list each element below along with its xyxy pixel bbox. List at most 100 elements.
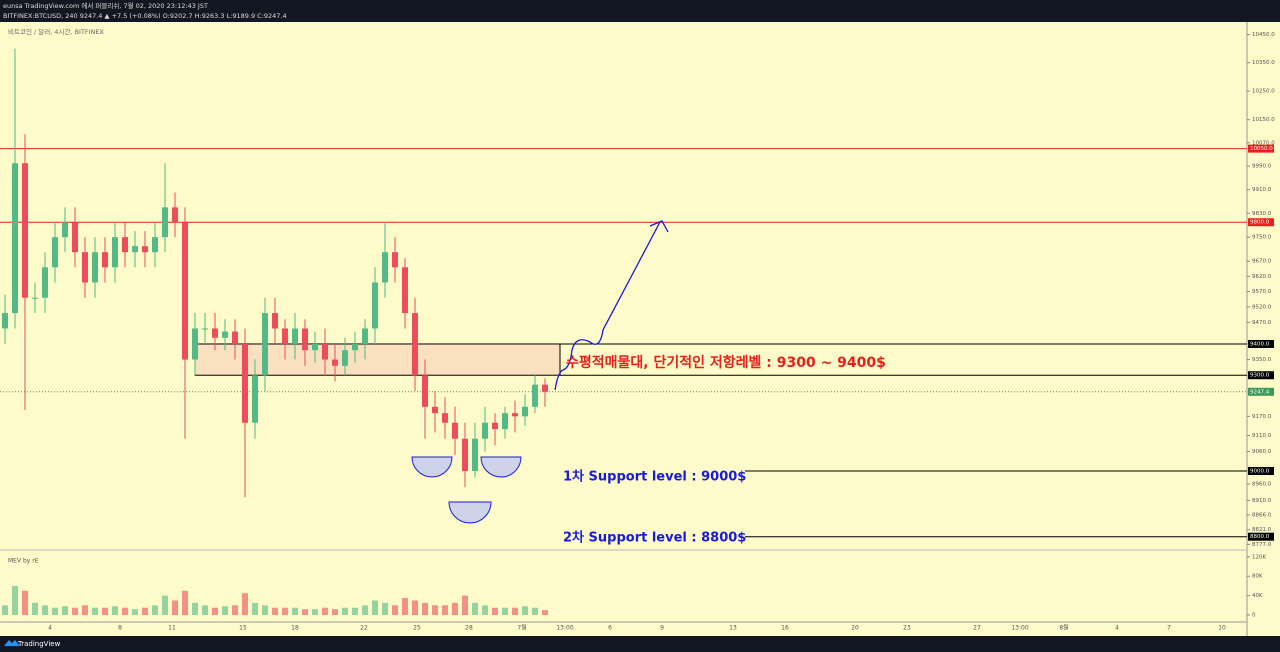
- candle-body: [262, 313, 268, 376]
- y-tick-label: 8960.0: [1252, 482, 1272, 488]
- volume-tick-label: 120K: [1252, 554, 1266, 560]
- last-price-tag: [1248, 387, 1274, 396]
- candle-body: [112, 237, 118, 268]
- x-tick-label: 15: [239, 625, 247, 632]
- candle-body: [512, 413, 518, 417]
- volume-bar: [192, 602, 198, 615]
- volume-bar: [402, 598, 408, 615]
- candle-body: [442, 413, 448, 423]
- y-tick-label: 9620.0: [1252, 274, 1272, 280]
- volume-bar: [22, 590, 28, 615]
- volume-bar: [162, 595, 168, 615]
- candle-body: [492, 422, 498, 430]
- x-tick-label: 28: [465, 625, 473, 632]
- volume-bar: [32, 602, 38, 615]
- volume-bar: [472, 602, 478, 615]
- level-tag-label: 8800.0: [1250, 534, 1270, 540]
- candle-body: [72, 222, 78, 253]
- candle-body: [382, 252, 388, 283]
- candle-body: [162, 207, 168, 238]
- volume-bar: [282, 607, 288, 615]
- shoulder-arc: [411, 456, 453, 478]
- volume-bar: [352, 607, 358, 615]
- y-tick-label: 10150.0: [1252, 117, 1275, 123]
- volume-bar: [272, 607, 278, 615]
- y-tick-label: 10250.0: [1252, 89, 1275, 95]
- level-tag: [1248, 467, 1274, 476]
- candle-body: [252, 375, 258, 423]
- logo: [4, 640, 20, 646]
- volume-bar: [202, 605, 208, 615]
- y-tick-label: 9470.0: [1252, 320, 1272, 326]
- volume-bar: [312, 609, 318, 615]
- volume-bar: [482, 605, 488, 615]
- candle-body: [222, 331, 228, 338]
- candle-body: [362, 328, 368, 344]
- x-tick-label: 4: [1115, 625, 1119, 632]
- volume-title: MEV by rE: [8, 558, 39, 565]
- candle-body: [52, 237, 58, 268]
- y-tick-label: 8821.0: [1252, 527, 1272, 533]
- shoulder-arc: [480, 456, 522, 478]
- candle-body: [232, 331, 238, 344]
- candle-body: [282, 328, 288, 344]
- candle-body: [192, 328, 198, 360]
- candle-body: [372, 282, 378, 329]
- candle-body: [412, 313, 418, 376]
- level-tag-label: 9400.0: [1250, 341, 1270, 347]
- x-tick-label: 11: [168, 625, 176, 632]
- volume-bar: [432, 605, 438, 615]
- candle-body: [62, 222, 68, 238]
- candle-body: [42, 267, 48, 298]
- y-tick-label: 8866.0: [1252, 512, 1272, 518]
- candle-body: [392, 252, 398, 268]
- y-tick-label: 9350.0: [1252, 357, 1272, 363]
- volume-bar: [122, 607, 128, 615]
- candle-body: [542, 384, 548, 392]
- candle-body: [432, 406, 438, 414]
- x-tick-label: 6: [608, 625, 612, 632]
- x-tick-label: 7: [1167, 625, 1171, 632]
- candle-body: [142, 246, 148, 253]
- y-tick-label: 9750.0: [1252, 235, 1272, 241]
- candle-body: [32, 297, 38, 299]
- volume-bar: [152, 605, 158, 615]
- volume-tick-label: 0: [1252, 613, 1256, 619]
- volume-bar: [382, 602, 388, 615]
- symbol-title: 비트코인 / 달러, 4시간, BITFINEX: [8, 27, 105, 36]
- candle-body: [92, 252, 98, 283]
- candle-body: [452, 422, 458, 439]
- volume-bar: [332, 609, 338, 615]
- volume-bar: [372, 600, 378, 615]
- candle-body: [352, 343, 358, 351]
- volume-bar: [92, 607, 98, 615]
- candle-body: [212, 328, 218, 338]
- volume-bar: [102, 607, 108, 615]
- volume-bar: [542, 610, 548, 615]
- volume-bar: [392, 605, 398, 615]
- volume-bar: [292, 607, 298, 615]
- volume-bar: [522, 606, 528, 615]
- candle-body: [2, 313, 8, 329]
- header-line: eunsa TradingView.com 에서 퍼블리쉬, 7월 02, 20…: [3, 1, 208, 10]
- candle-body: [182, 222, 188, 360]
- candle-body: [102, 252, 108, 268]
- candle-body: [12, 163, 18, 314]
- candle-body: [462, 438, 468, 472]
- volume-bar: [12, 585, 18, 615]
- x-tick-label: 4: [48, 625, 52, 632]
- y-tick-label: 10350.0: [1252, 60, 1275, 66]
- volume-bar: [452, 602, 458, 615]
- level-tag: [1248, 144, 1274, 153]
- volume-bar: [72, 607, 78, 615]
- volume-bar: [62, 606, 68, 615]
- volume-bar: [462, 595, 468, 615]
- volume-bar: [182, 590, 188, 615]
- level-tag: [1248, 339, 1274, 348]
- candle-body: [472, 438, 478, 472]
- candle-body: [202, 328, 208, 330]
- volume-bar: [2, 605, 8, 615]
